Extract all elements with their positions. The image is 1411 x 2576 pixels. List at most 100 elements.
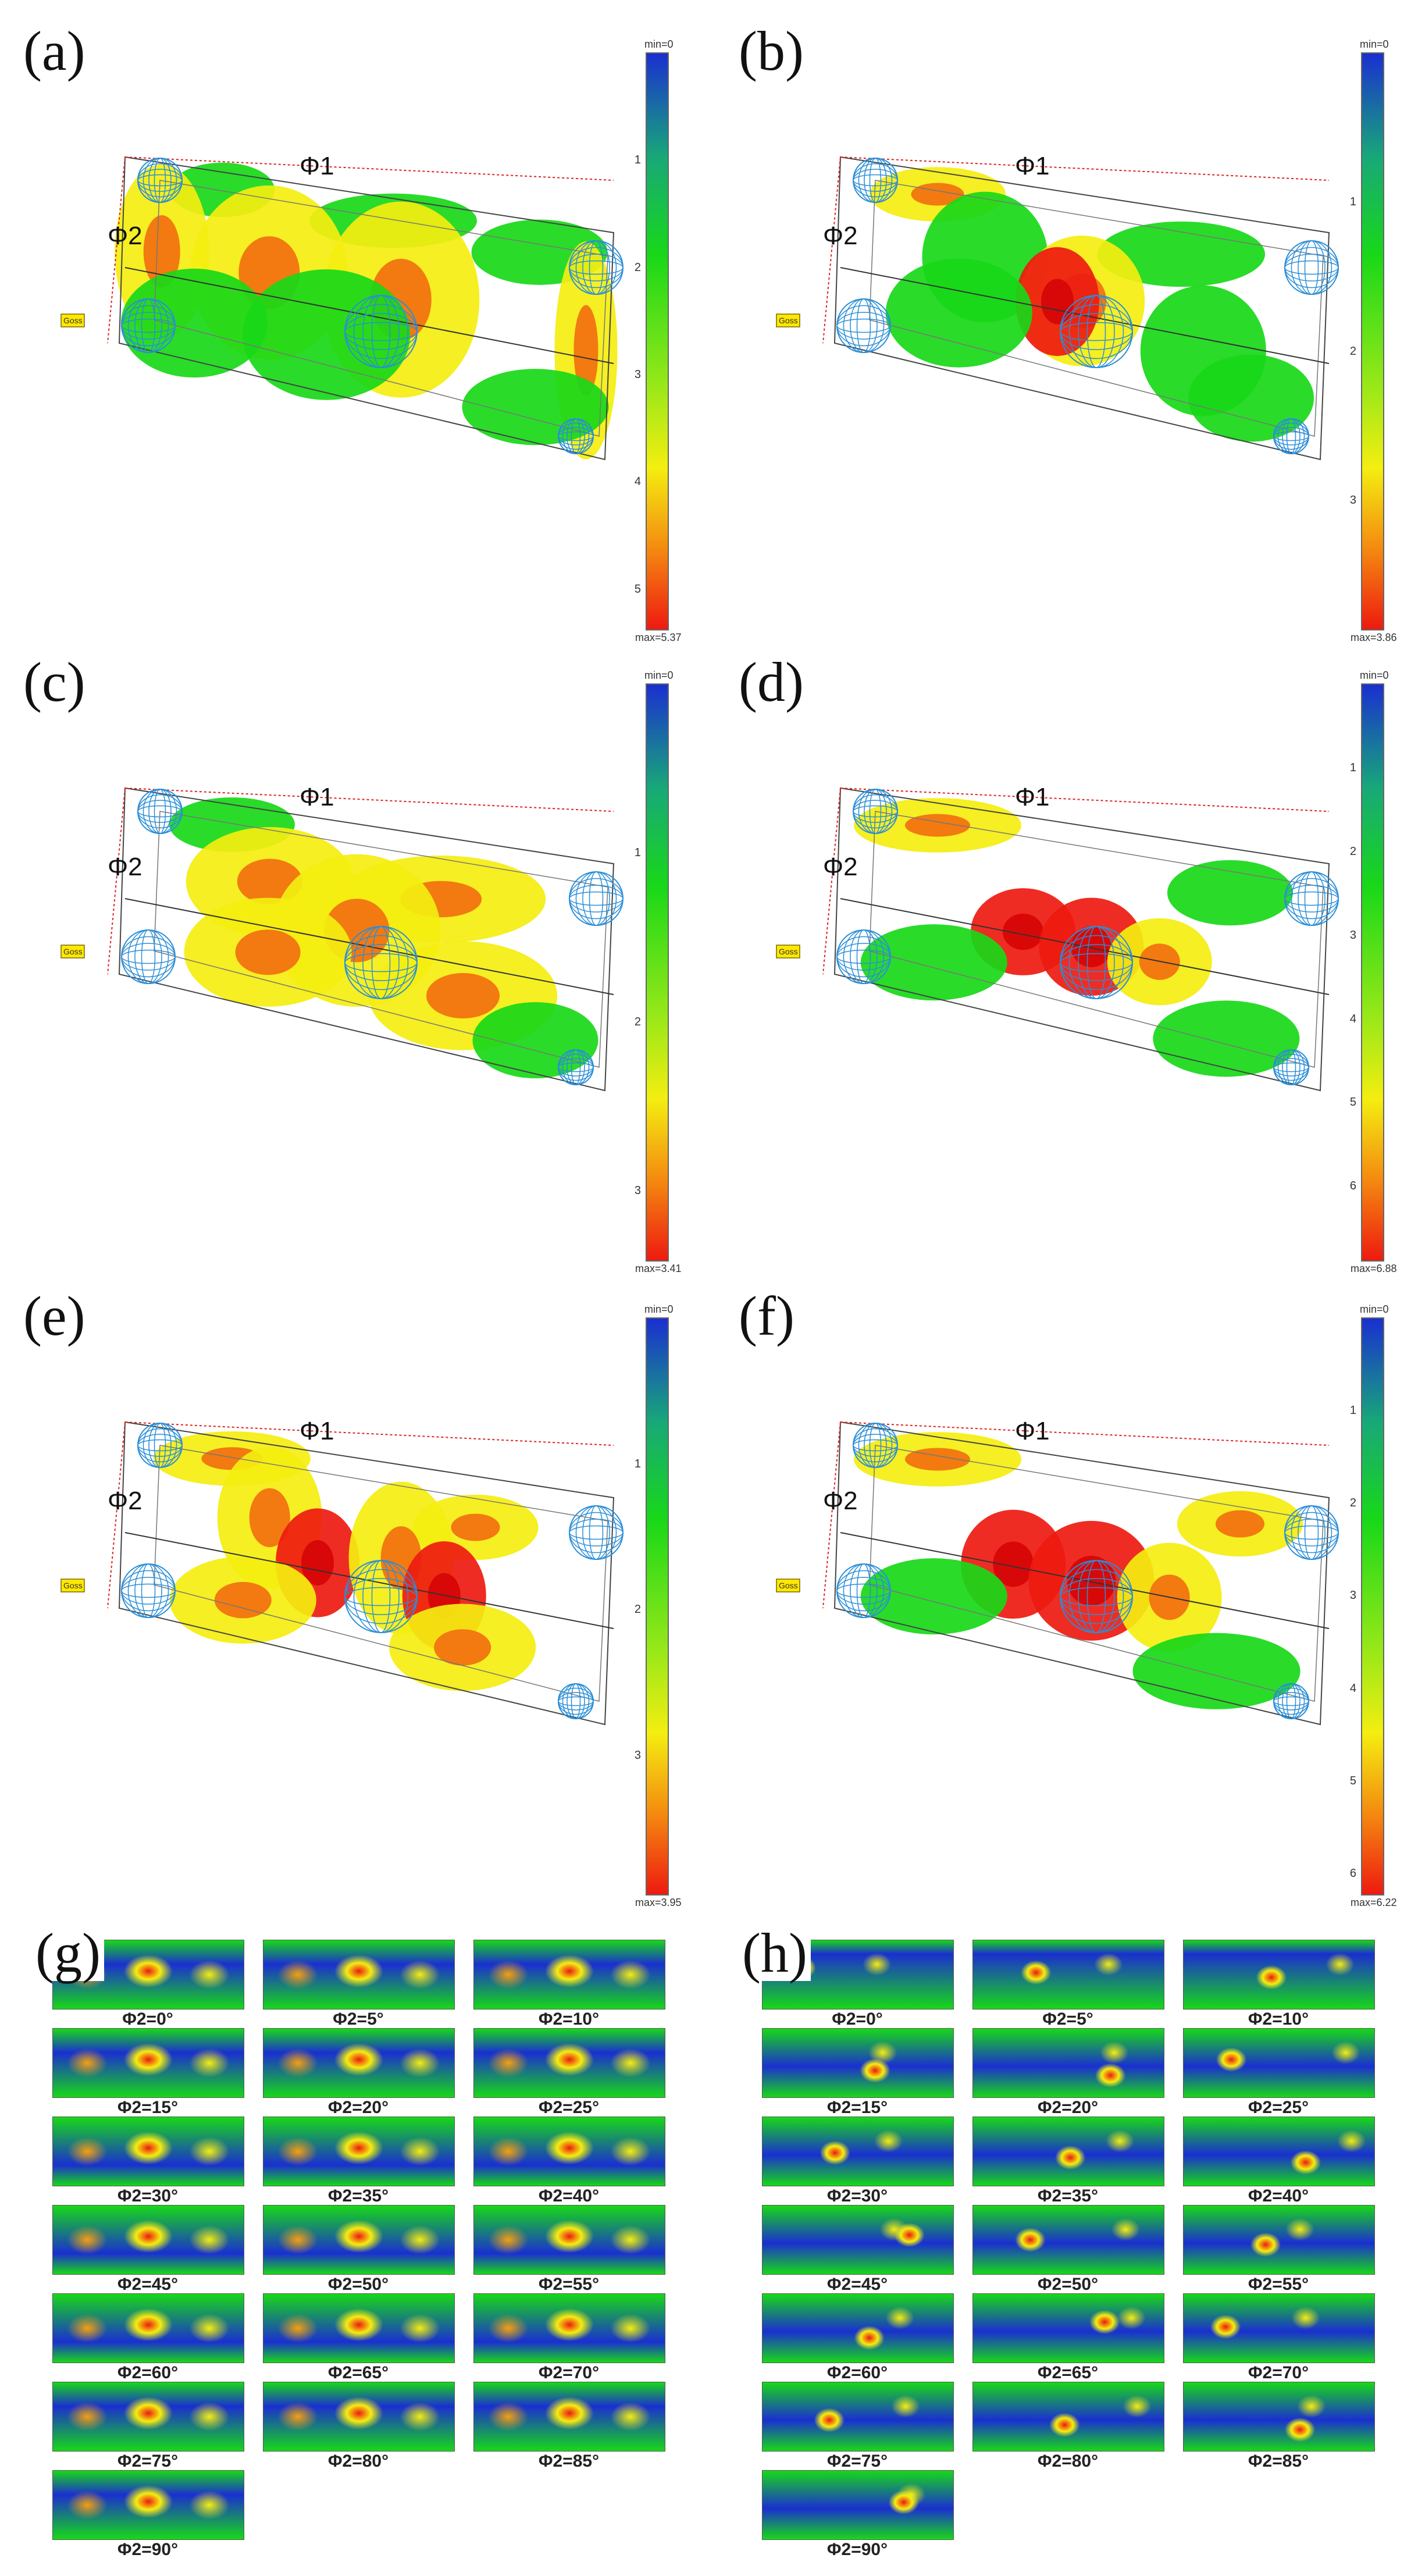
orientation-wireframe-sphere <box>558 1049 594 1085</box>
orientation-wireframe-sphere <box>137 789 183 834</box>
odf-section-label: Φ2=10° <box>538 2010 600 2029</box>
odf-section-label: Φ2=60° <box>117 2363 179 2382</box>
odf-section-label: Φ2=80° <box>1037 2452 1099 2471</box>
odf-box-frame <box>833 156 1330 461</box>
panel-label-d: (d) <box>739 651 804 713</box>
odf-section-g-12 <box>52 2293 244 2363</box>
odf-peak <box>235 929 301 975</box>
odf-section-h-17 <box>1183 2382 1375 2452</box>
odf-box-frame <box>118 787 615 1092</box>
orientation-wireframe-sphere <box>121 1563 176 1618</box>
odf-section-label: Φ2=55° <box>1248 2275 1309 2294</box>
colorbar-tick-label: 3 <box>1349 928 1356 942</box>
phi2-label: Φ2 <box>108 222 142 250</box>
odf-density-region <box>860 1558 1007 1635</box>
colorbar-e <box>646 1317 669 1896</box>
colorbar-b <box>1361 52 1384 630</box>
odf-section-g-17 <box>473 2382 665 2452</box>
odf-box-frame <box>833 787 1330 1092</box>
odf-section-g-15 <box>52 2382 244 2452</box>
phi2-label: Φ2 <box>823 222 858 250</box>
colorbar-tick-label: 5 <box>1349 1096 1356 1109</box>
odf-section-label: Φ2=85° <box>538 2452 600 2471</box>
orientation-wireframe-sphere <box>569 240 623 295</box>
odf-section-h-16 <box>972 2382 1164 2452</box>
odf-box-midline <box>124 1532 614 1629</box>
odf-section-label: Φ2=75° <box>117 2452 179 2471</box>
odf-section-label: Φ2=5° <box>1042 2010 1093 2029</box>
orientation-wireframe-sphere <box>853 158 898 203</box>
orientation-wireframe-sphere <box>1284 1505 1339 1560</box>
odf-peak <box>214 1581 272 1619</box>
panel-label-f: (f) <box>739 1285 794 1347</box>
colorbar-tick-label: 3 <box>634 1748 641 1762</box>
odf-section-h-8 <box>1183 2117 1375 2186</box>
orientation-wireframe-sphere <box>121 298 176 353</box>
orientation-wireframe-sphere <box>344 295 418 368</box>
odf-section-label: Φ2=20° <box>327 2098 389 2117</box>
goss-label: Goss <box>779 1581 798 1590</box>
odf-box-midline <box>124 267 614 364</box>
odf-section-g-2 <box>473 1940 665 2010</box>
colorbar-f <box>1361 1317 1384 1896</box>
colorbar-max-label: max=6.88 <box>1351 1263 1397 1274</box>
odf-section-label: Φ2=30° <box>826 2186 888 2206</box>
odf-peak <box>1003 913 1043 950</box>
odf-section-g-11 <box>473 2205 665 2275</box>
phi2-axis <box>822 156 841 344</box>
goss-marker <box>776 313 800 327</box>
colorbar-min-label: min=0 <box>1360 1303 1389 1315</box>
odf-section-label: Φ2=60° <box>826 2363 888 2382</box>
colorbar-tick-label: 4 <box>1349 1681 1356 1695</box>
odf-density-region <box>1153 1000 1300 1077</box>
goss-marker <box>776 945 800 959</box>
colorbar-tick-label: 5 <box>1349 1774 1356 1787</box>
odf-section-label: Φ2=25° <box>538 2098 600 2117</box>
orientation-wireframe-sphere <box>1060 295 1133 368</box>
odf-3d-plot-b: Φ1 Φ2 Goss <box>776 152 1339 461</box>
odf-3d-plot-a: Φ1 Φ2 Goss <box>60 152 623 461</box>
odf-section-label: Φ2=50° <box>1037 2275 1099 2294</box>
odf-box-midline <box>840 267 1330 364</box>
odf-density-region <box>1098 221 1265 287</box>
colorbar-tick-label: 5 <box>634 582 641 596</box>
odf-peak <box>249 1488 290 1548</box>
odf-section-label: Φ2=0° <box>832 2010 883 2029</box>
odf-section-label: Φ2=85° <box>1248 2452 1309 2471</box>
orientation-wireframe-sphere <box>344 1560 418 1633</box>
odf-peak <box>451 1513 500 1541</box>
odf-peak <box>426 973 500 1018</box>
orientation-wireframe-sphere <box>569 1505 623 1560</box>
odf-section-label: Φ2=90° <box>117 2540 179 2559</box>
orientation-wireframe-sphere <box>1284 871 1339 926</box>
orientation-wireframe-sphere <box>836 298 891 353</box>
orientation-wireframe-sphere <box>558 418 594 454</box>
colorbar-tick-label: 3 <box>1349 1589 1356 1602</box>
goss-marker <box>776 1579 800 1592</box>
colorbar-tick-label: 3 <box>1349 494 1356 507</box>
colorbar-min-label: min=0 <box>644 1303 674 1315</box>
odf-section-g-4 <box>263 2028 455 2098</box>
odf-section-h-15 <box>762 2382 954 2452</box>
odf-section-h-10 <box>972 2205 1164 2275</box>
colorbar-tick-label: 4 <box>1349 1012 1356 1025</box>
goss-label: Goss <box>779 316 798 325</box>
odf-peak <box>301 1540 334 1585</box>
odf-density-region <box>1167 860 1293 926</box>
colorbar-tick-label: 1 <box>1349 761 1356 774</box>
odf-density-region <box>472 1002 598 1079</box>
colorbar-tick-label: 4 <box>634 475 641 489</box>
odf-peak <box>573 305 598 396</box>
panel-label-b: (b) <box>739 20 804 82</box>
odf-section-g-7 <box>263 2117 455 2186</box>
orientation-wireframe-sphere <box>1060 1560 1133 1633</box>
odf-peak <box>1067 1555 1116 1606</box>
odf-section-label: Φ2=10° <box>1248 2010 1309 2029</box>
odf-section-h-12 <box>762 2293 954 2363</box>
colorbar-tick-label: 2 <box>634 261 641 274</box>
odf-section-g-18 <box>52 2470 244 2540</box>
colorbar-tick-label: 1 <box>1349 1404 1356 1417</box>
odf-density-region <box>1188 354 1314 442</box>
orientation-wireframe-sphere <box>836 929 891 984</box>
odf-section-label: Φ2=65° <box>327 2363 389 2382</box>
